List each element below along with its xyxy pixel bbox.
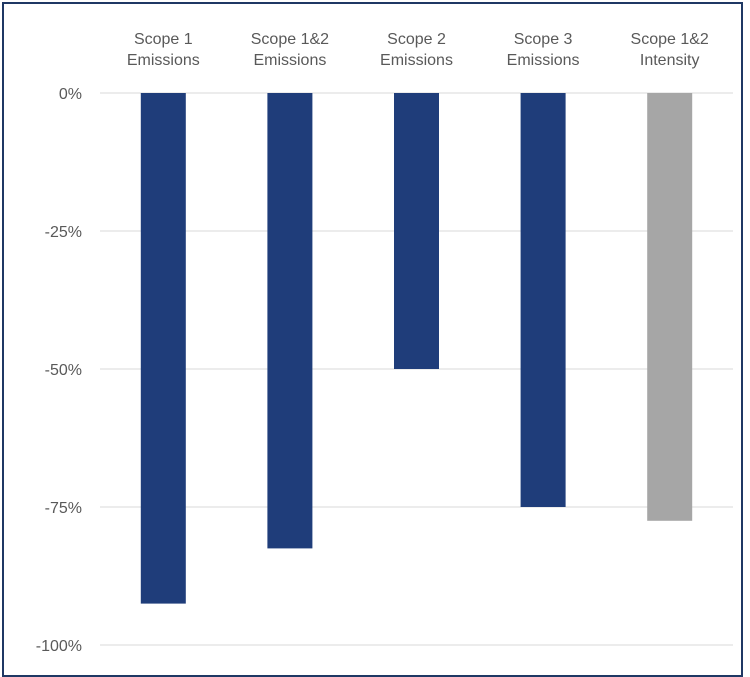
- bars: [140, 93, 693, 604]
- bar: [647, 93, 693, 521]
- y-tick-label: -75%: [45, 500, 82, 517]
- y-tick-label: -50%: [45, 362, 82, 379]
- category-label-line: Emissions: [380, 52, 453, 69]
- category-label-line: Scope 3: [514, 31, 573, 48]
- y-tick-label: 0%: [59, 86, 82, 103]
- category-label-line: Scope 1&2: [251, 31, 329, 48]
- category-label-line: Scope 1: [134, 31, 193, 48]
- category-label-line: Emissions: [253, 52, 326, 69]
- bar: [267, 93, 313, 549]
- category-label-line: Emissions: [507, 52, 580, 69]
- category-label-line: Intensity: [640, 52, 700, 69]
- bar: [140, 93, 186, 604]
- category-label-line: Scope 2: [387, 31, 446, 48]
- category-label: Scope 3 Emissions: [507, 31, 580, 69]
- bar: [520, 93, 566, 507]
- category-label: Scope 1&2 Intensity: [631, 31, 709, 69]
- category-label-line: Emissions: [127, 52, 200, 69]
- y-tick-label: -100%: [36, 638, 82, 655]
- y-tick-label: -25%: [45, 224, 82, 241]
- category-label: Scope 1&2 Emissions: [251, 31, 329, 69]
- bar: [394, 93, 439, 369]
- category-label: Scope 2 Emissions: [380, 31, 453, 69]
- y-axis-ticks: 0% -25% -50% -75% -100%: [36, 86, 82, 655]
- category-label-line: Scope 1&2: [631, 31, 709, 48]
- category-label: Scope 1 Emissions: [127, 31, 200, 69]
